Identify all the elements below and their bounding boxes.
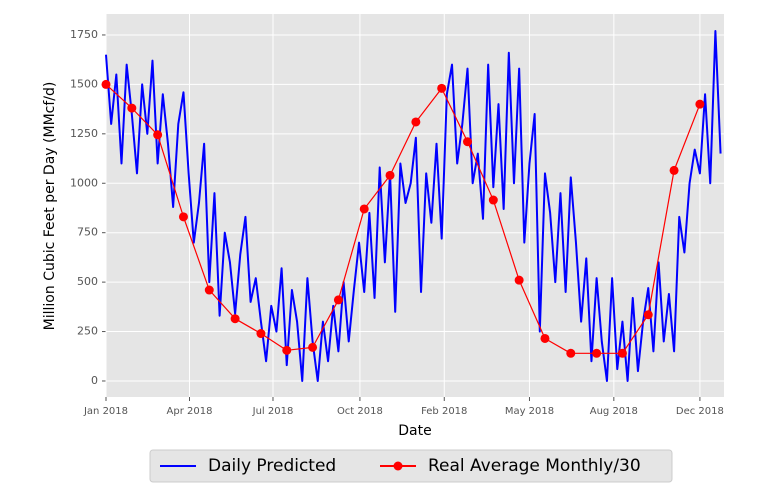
data-point bbox=[411, 117, 421, 127]
legend-label: Daily Predicted bbox=[208, 456, 336, 476]
data-point bbox=[230, 314, 240, 324]
data-point bbox=[282, 345, 292, 355]
data-point bbox=[153, 130, 163, 140]
data-point bbox=[540, 333, 550, 343]
data-point bbox=[669, 165, 679, 175]
data-point bbox=[127, 103, 137, 113]
y-tick-label: 0 bbox=[91, 374, 98, 387]
x-tick-label: Oct 2018 bbox=[337, 406, 383, 417]
x-tick-label: Feb 2018 bbox=[421, 406, 467, 417]
data-point bbox=[592, 348, 602, 358]
x-tick-label: Jul 2018 bbox=[252, 406, 294, 417]
y-tick-label: 1000 bbox=[70, 176, 98, 189]
x-tick-label: May 2018 bbox=[505, 406, 554, 417]
data-point bbox=[178, 212, 188, 222]
legend-label: Real Average Monthly/30 bbox=[428, 456, 641, 476]
x-tick-label: Jan 2018 bbox=[83, 406, 128, 417]
y-tick-label: 1500 bbox=[70, 77, 98, 90]
x-axis-label: Date bbox=[398, 423, 431, 439]
y-tick-label: 250 bbox=[77, 325, 98, 338]
x-tick-label: Dec 2018 bbox=[676, 406, 724, 417]
data-point bbox=[308, 342, 318, 352]
data-point bbox=[385, 170, 395, 180]
y-tick-label: 1750 bbox=[70, 28, 98, 41]
series-line bbox=[105, 30, 722, 382]
data-point bbox=[204, 285, 214, 295]
data-point bbox=[256, 329, 266, 339]
y-axis-label: Million Cubic Feet per Day (MMcf/d) bbox=[42, 82, 58, 331]
legend-marker bbox=[393, 461, 403, 471]
data-point bbox=[488, 195, 498, 205]
y-tick-label: 500 bbox=[77, 275, 98, 288]
x-tick-label: Apr 2018 bbox=[167, 406, 213, 417]
x-tick-label: Aug 2018 bbox=[590, 406, 638, 417]
y-tick-label: 750 bbox=[77, 226, 98, 239]
y-tick-label: 1250 bbox=[70, 127, 98, 140]
data-point bbox=[463, 137, 473, 147]
data-point bbox=[333, 295, 343, 305]
data-point bbox=[617, 348, 627, 358]
data-point bbox=[643, 310, 653, 320]
data-point bbox=[359, 204, 369, 214]
data-point bbox=[695, 99, 705, 109]
data-point bbox=[514, 275, 524, 285]
data-point bbox=[437, 83, 447, 93]
data-point bbox=[101, 79, 111, 89]
data-point bbox=[566, 348, 576, 358]
